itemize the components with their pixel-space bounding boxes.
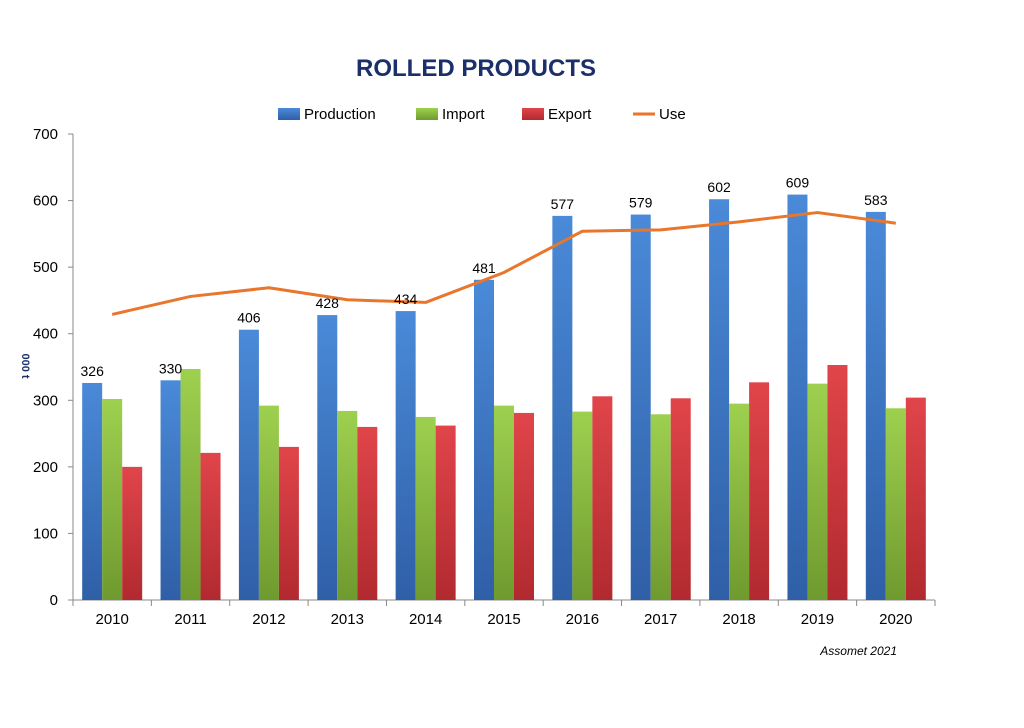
production-data-label: 481 [472,260,496,276]
export-bar [278,446,299,600]
production-bar [865,211,886,601]
production-bar [552,215,573,600]
import-bar [102,398,123,600]
x-tick-label: 2011 [174,611,206,628]
export-bar [592,396,613,600]
use-line-layer [111,211,897,316]
production-data-label: 602 [707,179,731,195]
x-tick-label: 2012 [252,611,285,628]
production-data-label: 330 [159,360,183,376]
production-bar [474,279,494,600]
y-tick-label: 0 [50,592,58,609]
production-bar [317,315,338,600]
x-tick-label: 2017 [644,611,677,628]
export-bar [514,412,534,600]
y-tick-label: 600 [33,193,58,210]
bars [82,194,926,601]
y-tick-label: 300 [33,392,58,409]
import-bar [415,416,436,600]
data-labels: 326 330 406 428 434 481 577 579 602 609 583 [81,175,888,379]
y-tick-label: 400 [33,326,58,343]
y-tick-label: 500 [33,259,58,276]
production-data-label: 326 [81,363,105,379]
x-tick-label: 2019 [801,611,834,628]
import-bar [494,405,514,600]
production-data-label: 406 [237,310,261,326]
export-bar [749,382,770,600]
x-tick-label: 2020 [879,611,912,628]
production-legend-swatch [278,108,300,120]
export-bar [827,365,848,600]
y-tick-label: 700 [33,126,58,143]
export-legend-swatch [522,108,544,120]
x-tick-label: 2014 [409,611,442,628]
production-bar [787,194,808,600]
production-bar [160,380,181,600]
x-tick-label: 2010 [95,611,128,628]
export-bar [670,398,691,600]
import-bar [650,414,671,600]
production-data-label: 583 [864,192,888,208]
production-bar [238,329,259,600]
production-data-label: 577 [551,196,575,212]
x-tick-label: 2018 [722,611,755,628]
export-legend-label: Export [548,106,592,123]
source-note: Assomet 2021 [819,644,897,658]
production-legend-label: Production [304,106,376,123]
production-bar [709,199,730,601]
production-data-label: 579 [629,195,653,211]
import-bar [885,408,906,600]
import-bar [337,410,358,600]
production-data-label: 434 [394,291,418,307]
production-data-label: 428 [316,295,340,311]
export-bar [357,426,378,600]
use-line [111,211,897,316]
x-tick-label: 2015 [487,611,520,628]
import-bar [729,403,750,600]
production-bar [630,214,651,600]
import-bar [258,405,279,600]
export-bar [435,425,456,600]
import-bar [807,383,828,600]
import-legend-swatch [416,108,438,120]
y-tick-label: 200 [33,459,58,476]
import-bar [180,368,201,600]
y-tick-label: 100 [33,525,58,542]
x-tick-label: 2013 [331,611,364,628]
axes: 0 100 200 300 400 500 600 700 2010 2011 2012 2013 20… [33,126,936,628]
export-bar [905,397,926,600]
production-bar [395,311,416,600]
chart-title: ROLLED PRODUCTS [356,55,596,82]
use-legend-label: Use [659,106,686,123]
production-bar [82,382,103,600]
legend: Production Import Export Use [278,106,686,123]
export-bar [200,452,221,600]
export-bar [122,466,143,600]
x-tick-label: 2016 [566,611,599,628]
production-data-label: 609 [786,175,810,191]
import-legend-label: Import [442,106,485,123]
y-axis-label: 000 t [19,353,31,378]
import-bar [572,411,593,600]
